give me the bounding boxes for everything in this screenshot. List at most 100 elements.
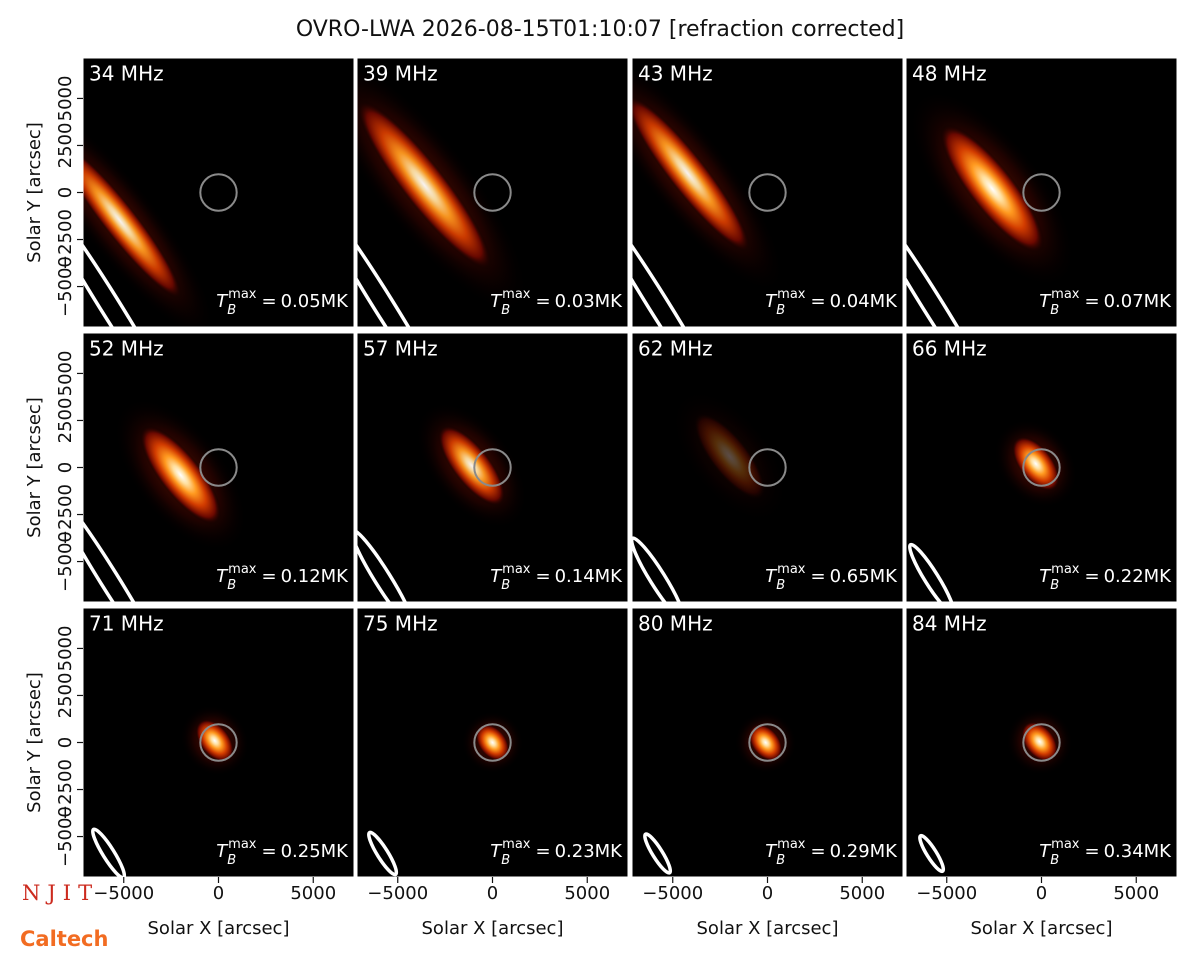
tb-eq: = [261,291,276,312]
tb-max-annotation: TBmax = 0.07MK [1039,287,1172,318]
x-tick-label: −5000 [367,883,428,904]
beam [83,192,180,327]
tb-eq: = [261,841,276,862]
beam [367,830,399,877]
tb-max-annotation: TBmax = 0.23MK [490,837,623,868]
tb-value: 0.29MK [830,841,899,862]
emission [940,124,1045,253]
panel [632,58,903,327]
y-axis-label: Solar Y [arcsec] [24,397,45,538]
panel [632,333,903,602]
solar-disk [199,173,238,212]
y-tick-label: 2500 [55,673,76,719]
panel-label: 48 MHz [912,62,987,86]
y-tick-label: −2500 [55,759,76,820]
panel-frame [631,57,904,328]
tb-eq: = [535,841,550,862]
y-tick-label: 0 [55,737,76,748]
tb-sup: max [502,562,531,577]
emission [1011,436,1060,492]
tb-sub: B [501,853,510,868]
solar-disk [748,173,787,212]
panel-label: 75 MHz [363,612,438,636]
tb-value: 0.23MK [555,841,624,862]
tb-value: 0.34MK [1104,841,1173,862]
tb-sup: max [502,287,531,302]
panel [83,333,354,602]
panel-label: 66 MHz [912,337,987,361]
tb-sup: max [228,287,257,302]
y-axis-label: Solar Y [arcsec] [24,672,45,813]
solar-disk [1022,448,1061,487]
panel [906,333,1177,602]
tb-max-annotation: TBmax = 0.12MK [216,562,349,593]
tb-sup: max [1051,837,1080,852]
tb-symbol: T [216,291,229,312]
solar-disk [473,173,512,212]
beam [357,192,454,327]
x-axis-label: Solar X [arcsec] [148,918,290,939]
tb-sub: B [776,303,785,318]
beam [907,542,956,602]
tb-eq: = [1084,291,1099,312]
x-tick-label: 5000 [290,883,336,904]
y-tick-label: −5000 [55,531,76,592]
tb-sup: max [502,837,531,852]
panel-label: 52 MHz [89,337,164,361]
tb-value: 0.14MK [555,566,624,587]
panel-label: 71 MHz [89,612,164,636]
panel-label: 84 MHz [912,612,987,636]
y-tick-label: −5000 [55,256,76,317]
beam [632,192,729,327]
panel [906,58,1177,327]
tb-sup: max [777,287,806,302]
tb-max-annotation: TBmax = 0.29MK [765,837,898,868]
tb-value: 0.22MK [1104,566,1173,587]
logo-njit: NJIT [22,881,99,905]
beam [918,833,946,874]
panel [357,333,628,602]
tb-max-annotation: TBmax = 0.03MK [490,287,623,318]
panel [83,608,354,877]
tb-eq: = [1084,566,1099,587]
tb-sub: B [1050,578,1059,593]
y-tick-label: 2500 [55,123,76,169]
solar-disk [473,723,512,762]
panel-frame [356,332,629,603]
panel-frame [356,57,629,328]
tb-symbol: T [765,566,778,587]
tb-max-annotation: TBmax = 0.14MK [490,562,623,593]
panel [906,608,1177,877]
tb-sub: B [227,303,236,318]
tb-sub: B [227,578,236,593]
y-tick-label: −5000 [55,806,76,867]
solar-disk [748,448,787,487]
panel [357,58,628,327]
panel [357,608,628,877]
emission [632,95,751,253]
y-tick-label: 5000 [55,76,76,122]
x-axis-label: Solar X [arcsec] [422,918,564,939]
beam [643,832,673,875]
tb-max-annotation: TBmax = 0.34MK [1039,837,1172,868]
tb-eq: = [810,841,825,862]
tb-sub: B [501,303,510,318]
tb-sub: B [1050,303,1059,318]
tb-symbol: T [216,841,229,862]
x-tick-label: −5000 [642,883,703,904]
y-tick-label: 5000 [55,351,76,397]
beam [83,486,168,602]
tb-symbol: T [490,566,503,587]
emission [693,412,766,500]
y-tick-label: 5000 [55,626,76,672]
tb-value: 0.25MK [281,841,350,862]
solar-disk [473,448,512,487]
panel-label: 39 MHz [363,62,438,86]
tb-eq: = [535,566,550,587]
tb-value: 0.07MK [1104,291,1173,312]
panel [632,608,903,877]
tb-sup: max [1051,562,1080,577]
tb-sub: B [776,853,785,868]
tb-symbol: T [490,841,503,862]
